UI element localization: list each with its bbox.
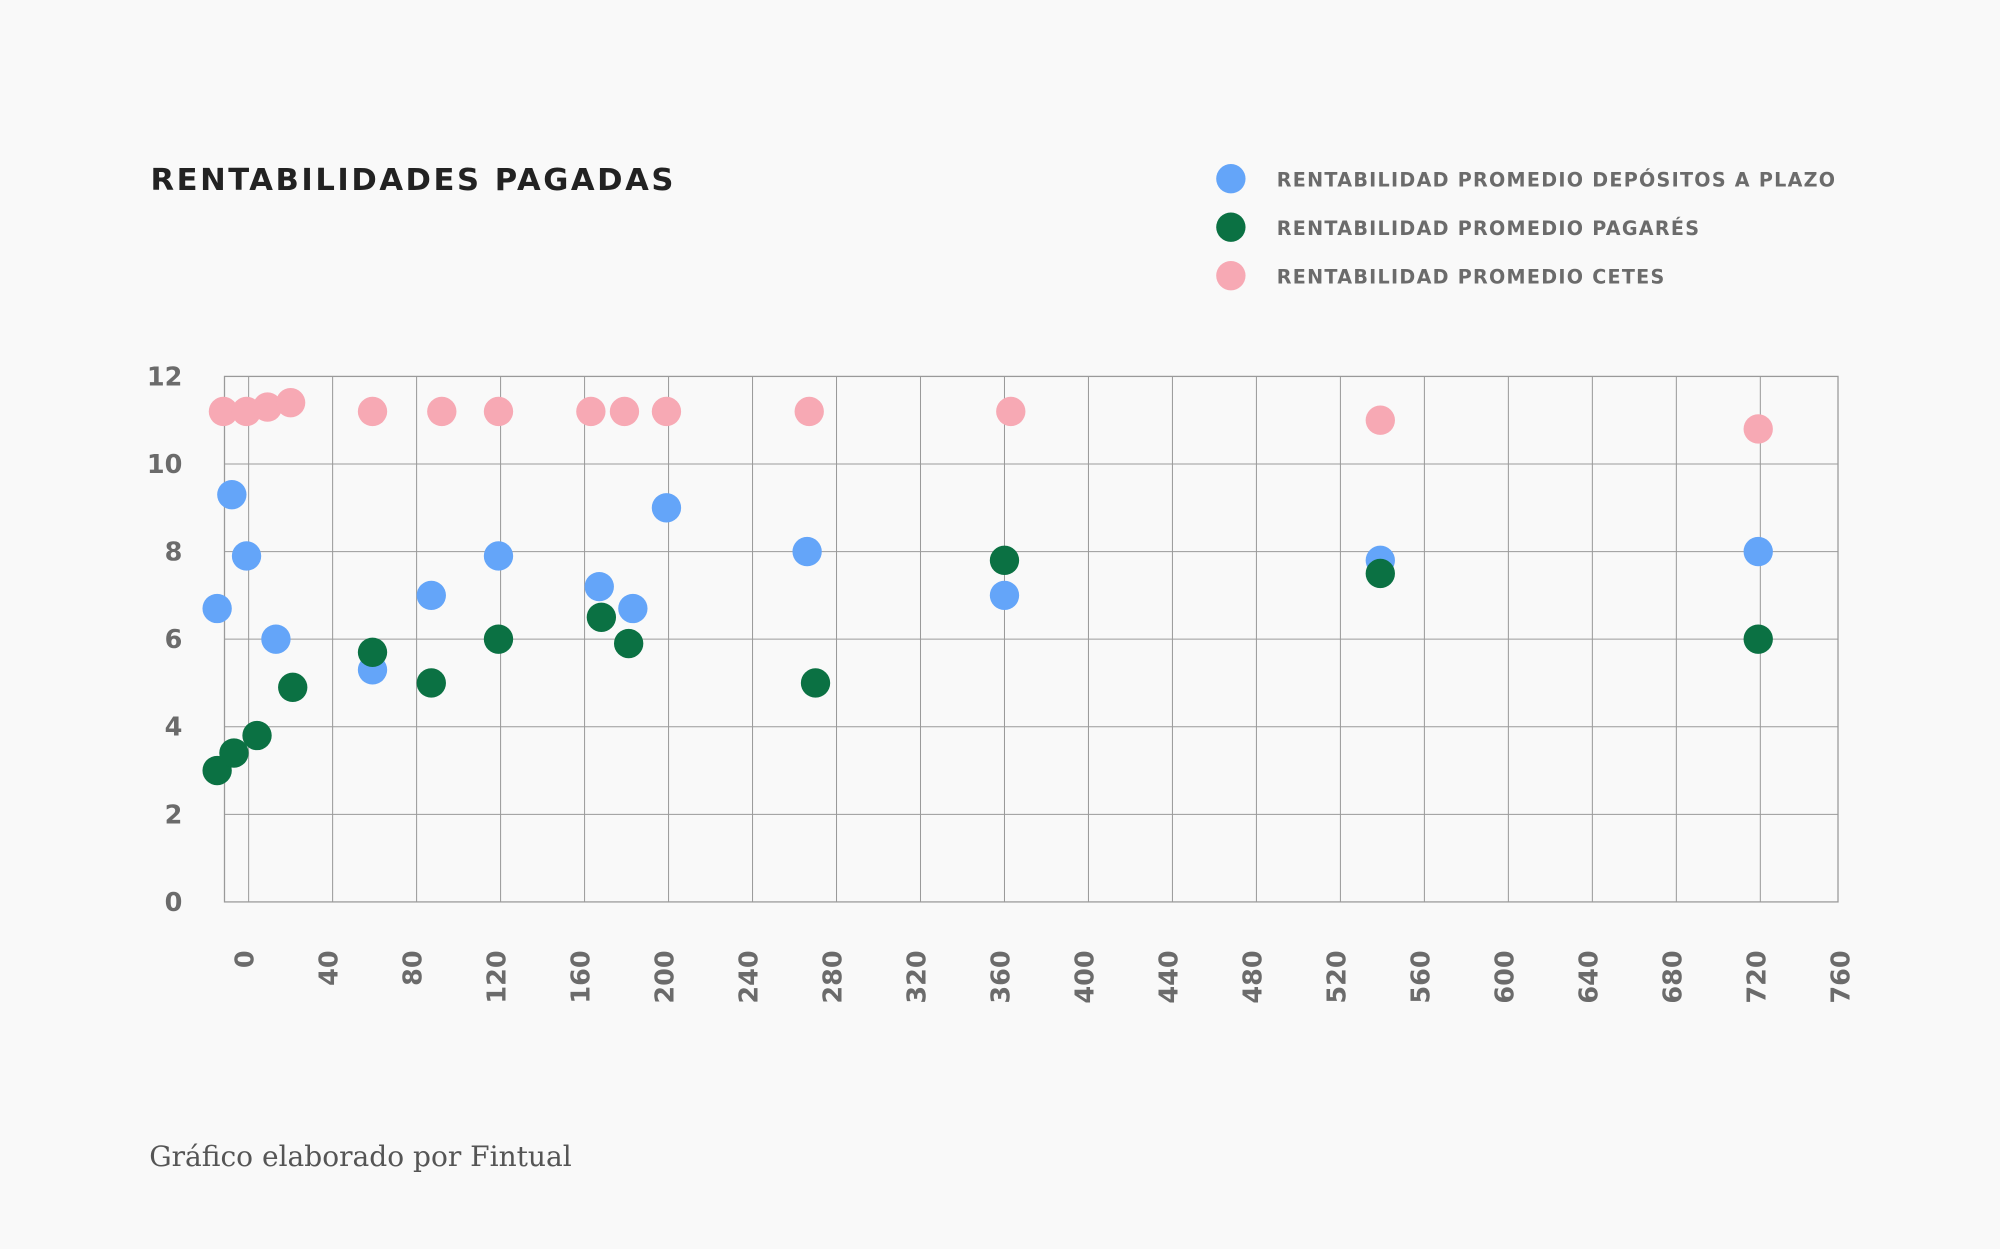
legend: RENTABILIDAD PROMEDIO DEPÓSITOS A PLAZO R… [1216, 164, 1837, 291]
data-point [278, 672, 308, 703]
data-point [242, 720, 272, 751]
data-point [1743, 414, 1773, 444]
y-tick-label: 10 [147, 450, 183, 480]
legend-marker [1216, 212, 1246, 242]
data-point [1743, 536, 1773, 567]
data-point [219, 738, 249, 768]
data-point [231, 541, 262, 571]
data-point [989, 545, 1020, 576]
x-tick-label: 640 [1574, 950, 1604, 1003]
data-point [613, 628, 644, 659]
x-tick-label: 0 [231, 950, 261, 968]
legend-marker [1216, 260, 1246, 291]
data-point [794, 396, 824, 427]
x-tick-label: 80 [399, 950, 429, 986]
data-point [217, 479, 247, 510]
data-point [202, 593, 232, 624]
y-tick-label: 4 [165, 713, 183, 743]
x-tick-label: 40 [315, 950, 345, 986]
grid [223, 375, 1839, 903]
x-tick-label: 240 [735, 950, 765, 1003]
data-point [584, 571, 614, 602]
x-tick-label: 480 [1239, 950, 1269, 1003]
data-point [483, 541, 514, 571]
data-point [357, 637, 388, 667]
x-tick-label: 600 [1490, 950, 1520, 1003]
legend-marker [1216, 164, 1246, 194]
x-tick-label: 560 [1406, 950, 1436, 1003]
x-tick-label: 320 [903, 950, 933, 1003]
x-tick-label: 360 [987, 950, 1017, 1003]
data-point [1365, 405, 1395, 435]
data-point [416, 668, 446, 698]
y-tick-label: 12 [147, 362, 183, 392]
y-tick-label: 2 [165, 800, 183, 830]
footer-credit: Gráfico elaborado por Fintual [149, 1140, 571, 1173]
data-point [651, 396, 682, 427]
data-point [416, 580, 446, 611]
data-point [586, 602, 617, 632]
data-point [576, 396, 606, 427]
data-point [651, 493, 682, 523]
x-tick-label: 120 [483, 950, 513, 1003]
x-tick-label: 760 [1826, 950, 1856, 1003]
data-points [202, 388, 1773, 786]
data-point [996, 396, 1026, 427]
x-tick-label: 440 [1155, 950, 1185, 1003]
data-point [357, 396, 388, 427]
y-axis: 0 2 4 6 8 10 12 [147, 362, 183, 918]
legend-label: RENTABILIDAD PROMEDIO PAGARÉS [1277, 217, 1701, 240]
chart-title: RENTABILIDADES PAGADAS [151, 163, 676, 198]
data-point [208, 396, 239, 427]
data-point [252, 392, 283, 422]
x-tick-label: 400 [1071, 950, 1101, 1003]
x-axis: 0 40 80 120 160 200 240 280 320 360 400 440 480 520 56… [231, 950, 1857, 1003]
data-point [483, 396, 514, 427]
data-point [1365, 558, 1395, 589]
y-tick-label: 6 [165, 625, 183, 655]
data-point [618, 593, 648, 624]
y-tick-label: 0 [165, 888, 183, 918]
data-point [800, 668, 831, 698]
legend-label: RENTABILIDAD PROMEDIO DEPÓSITOS A PLAZO [1277, 167, 1837, 191]
x-tick-label: 280 [819, 950, 849, 1003]
x-tick-label: 160 [567, 950, 597, 1003]
x-tick-label: 680 [1658, 950, 1688, 1003]
y-tick-label: 8 [165, 538, 183, 568]
data-point [989, 580, 1020, 611]
data-point [1743, 624, 1773, 654]
data-point [609, 396, 640, 427]
legend-label: RENTABILIDAD PROMEDIO CETES [1277, 265, 1666, 288]
x-tick-label: 200 [651, 950, 681, 1003]
x-tick-label: 520 [1323, 950, 1353, 1003]
data-point [261, 624, 291, 654]
data-point [427, 396, 457, 427]
data-point [792, 536, 822, 567]
data-point [275, 388, 306, 418]
x-tick-label: 720 [1742, 950, 1772, 1003]
data-point [483, 624, 514, 654]
